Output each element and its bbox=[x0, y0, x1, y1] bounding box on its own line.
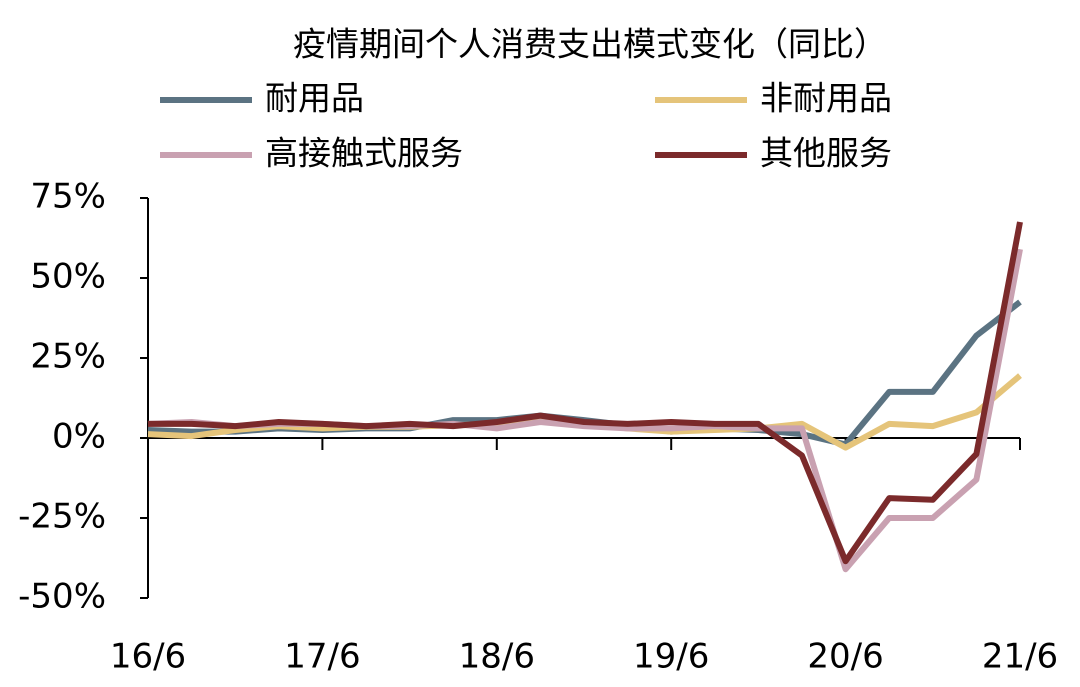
y-tick-label: 0% bbox=[52, 417, 106, 457]
x-tick-label: 19/6 bbox=[633, 637, 709, 677]
x-tick-label: 17/6 bbox=[284, 637, 360, 677]
legend-label: 非耐用品 bbox=[760, 79, 892, 118]
x-tick-label: 18/6 bbox=[459, 637, 535, 677]
series-line bbox=[147, 248, 1023, 573]
y-tick-label: -25% bbox=[18, 497, 106, 537]
legend-label: 高接触式服务 bbox=[265, 134, 463, 173]
series-line bbox=[148, 221, 1023, 565]
x-tick-label: 21/6 bbox=[982, 637, 1058, 677]
y-tick-label: 25% bbox=[30, 337, 106, 377]
legend-label: 其他服务 bbox=[760, 134, 892, 173]
legend-label: 耐用品 bbox=[265, 79, 364, 118]
y-tick-label: 75% bbox=[30, 177, 106, 217]
y-tick-label: -50% bbox=[18, 577, 106, 617]
y-tick-label: 50% bbox=[30, 257, 106, 297]
series-line bbox=[147, 373, 1022, 451]
chart-title: 疫情期间个人消费支出模式变化（同比） bbox=[293, 25, 887, 64]
x-tick-label: 20/6 bbox=[807, 637, 883, 677]
x-tick-label: 16/6 bbox=[110, 637, 186, 677]
